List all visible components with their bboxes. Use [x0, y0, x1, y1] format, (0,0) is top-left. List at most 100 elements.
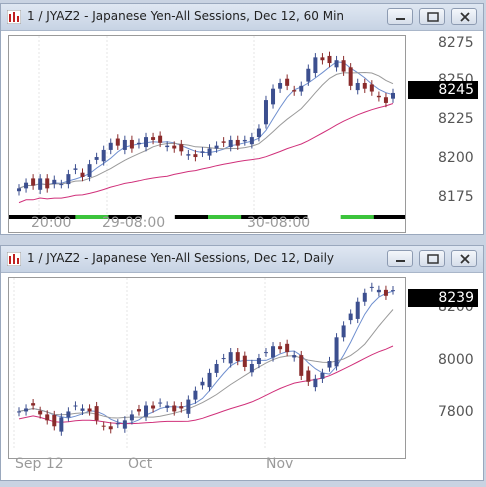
candle-down: [172, 145, 177, 149]
candle-up: [242, 139, 247, 142]
candle-up: [165, 145, 170, 148]
candlestick-chart: [13, 278, 395, 450]
candle-up: [256, 358, 261, 364]
candle-down: [369, 84, 374, 92]
ma-fast-line: [18, 290, 394, 425]
candle-up: [94, 157, 99, 160]
candle-up: [52, 179, 57, 185]
candle-up: [334, 60, 339, 68]
candle-up: [129, 414, 134, 421]
restore-icon: [427, 254, 439, 264]
x-axis-label: 29-08:00: [102, 215, 166, 231]
candle-down: [348, 67, 353, 86]
candle-down: [129, 139, 134, 149]
close-button[interactable]: [451, 8, 477, 25]
last-price-tag: 8239: [408, 289, 478, 307]
candle-up: [313, 57, 318, 74]
candle-up: [313, 378, 318, 388]
candle-up: [144, 405, 149, 417]
candle-down: [87, 408, 92, 412]
candle-down: [221, 141, 226, 143]
candle-up: [376, 289, 381, 293]
title-bar[interactable]: 1 / JYAZ2 - Japanese Yen-All Sessions, D…: [1, 4, 483, 31]
candle-up: [320, 372, 325, 379]
session-segment: [307, 215, 342, 219]
chart-window-60min: 1 / JYAZ2 - Japanese Yen-All Sessions, D…: [0, 3, 484, 235]
candle-up: [263, 352, 268, 354]
candle-down: [235, 139, 240, 146]
y-axis-label: 8000: [438, 352, 474, 368]
ma-fast-line: [18, 61, 394, 189]
y-axis-label: 8225: [438, 111, 474, 127]
candle-down: [376, 95, 381, 98]
candle-up: [221, 358, 226, 360]
candle-down: [327, 55, 332, 64]
candle-down: [383, 97, 388, 103]
candle-up: [369, 286, 374, 288]
session-segment: [274, 215, 308, 219]
y-axis-label: 7800: [438, 404, 474, 420]
price-chart-area[interactable]: [8, 277, 406, 459]
candle-up: [158, 402, 163, 404]
session-segment: [141, 215, 176, 219]
candle-up: [17, 411, 21, 413]
candle-down: [45, 414, 50, 421]
candle-up: [299, 85, 304, 92]
candle-down: [80, 172, 85, 177]
candle-down: [341, 60, 346, 72]
minimize-button[interactable]: [387, 8, 413, 25]
candle-down: [285, 78, 290, 86]
candle-down: [151, 137, 156, 140]
y-axis-label: 8275: [438, 35, 474, 51]
candle-up: [249, 364, 254, 373]
candle-up: [355, 82, 360, 91]
title-bar[interactable]: 1 / JYAZ2 - Japanese Yen-All Sessions, D…: [1, 246, 483, 273]
candle-down: [383, 289, 388, 296]
candle-up: [228, 139, 233, 148]
restore-button[interactable]: [419, 250, 445, 267]
session-segment: [373, 215, 405, 219]
session-segment: [174, 215, 209, 219]
candle-up: [66, 411, 71, 418]
candle-up: [214, 145, 219, 149]
candle-down: [179, 144, 184, 152]
candle-down: [320, 57, 325, 61]
candle-up: [341, 325, 346, 338]
candle-down: [31, 178, 36, 186]
ma-long-line: [18, 103, 394, 204]
candle-up: [193, 390, 198, 400]
candle-down: [115, 138, 120, 146]
candle-up: [186, 399, 191, 414]
candle-up: [108, 142, 113, 150]
candle-up: [186, 154, 191, 156]
candle-up: [271, 346, 276, 358]
minimize-icon: [396, 260, 405, 262]
restore-icon: [427, 12, 439, 22]
candle-up: [24, 182, 29, 189]
candle-up: [306, 68, 311, 82]
minimize-button[interactable]: [387, 250, 413, 267]
candle-up: [80, 408, 85, 411]
candle-up: [334, 337, 339, 367]
session-segment: [42, 215, 76, 219]
window-title: 1 / JYAZ2 - Japanese Yen-All Sessions, D…: [27, 9, 345, 23]
candle-down: [45, 178, 50, 189]
close-icon: [460, 12, 470, 22]
candle-down: [306, 370, 311, 382]
chart-icon: [7, 252, 21, 266]
price-chart-area[interactable]: [8, 35, 406, 233]
x-axis-label: 30-08:00: [247, 215, 311, 231]
window-title: 1 / JYAZ2 - Japanese Yen-All Sessions, D…: [27, 251, 335, 265]
ma-slow-line: [18, 71, 394, 189]
restore-button[interactable]: [419, 8, 445, 25]
candle-up: [115, 423, 120, 425]
candle-up: [391, 92, 395, 99]
candle-up: [122, 420, 127, 429]
candle-down: [278, 346, 283, 350]
candle-up: [200, 151, 205, 153]
x-axis-label: Sep 12: [15, 456, 64, 472]
session-segment: [340, 215, 375, 219]
close-button[interactable]: [451, 250, 477, 267]
candle-up: [24, 408, 29, 412]
candle-down: [101, 425, 106, 427]
